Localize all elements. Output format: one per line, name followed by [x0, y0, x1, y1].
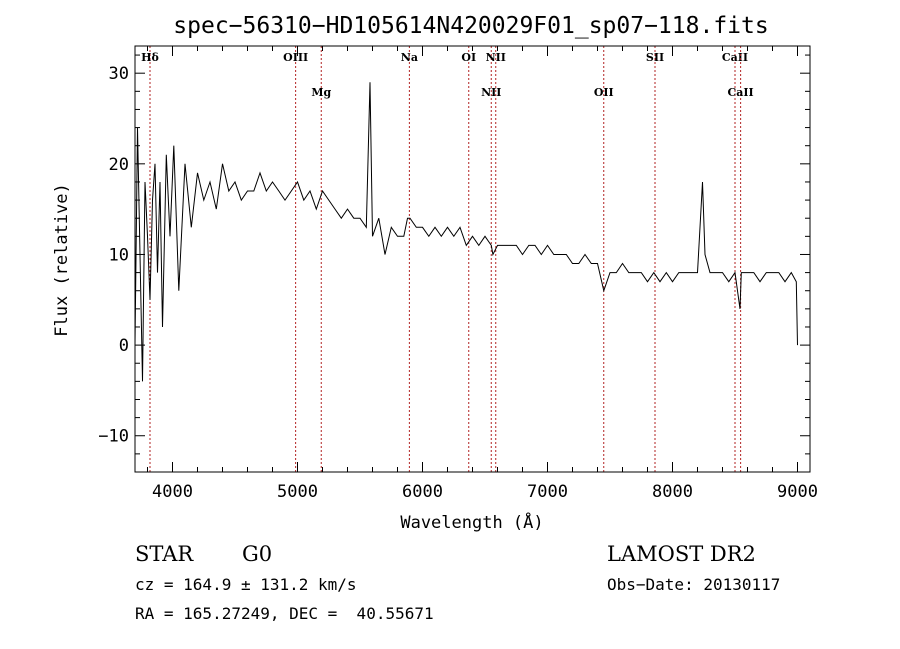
spectral-line-label: Mg	[311, 86, 331, 99]
x-tick-label: 9000	[777, 482, 818, 502]
spectral-line-label: NII	[481, 86, 501, 99]
y-tick-label: −10	[98, 427, 129, 447]
object-subclass: G0	[242, 542, 273, 566]
spectral-line-label: CaII	[722, 51, 748, 64]
x-tick-label: 8000	[652, 482, 693, 502]
survey-name: LAMOST DR2	[607, 542, 756, 566]
chart-title: spec−56310−HD105614N420029F01_sp07−118.f…	[173, 13, 768, 39]
spectral-line-label: OII	[594, 86, 614, 99]
y-tick-label: 0	[119, 336, 129, 356]
y-tick-label: 20	[109, 155, 129, 175]
ticks-layer: 4000 5000 6000 7000 8000 9000 −10 0 10 20 30	[98, 46, 818, 502]
x-tick-label: 4000	[152, 482, 193, 502]
spectral-lines-layer: Hδ OIII Mg Na OI NII NII OII SII CaII CaII	[141, 46, 754, 472]
spectral-line-label: CaII	[728, 86, 754, 99]
object-class: STAR	[135, 542, 194, 566]
spectral-line-label: Na	[401, 51, 418, 64]
x-tick-label: 6000	[402, 482, 443, 502]
spectral-line-label: OI	[461, 51, 476, 64]
y-axis-title: Flux (relative)	[52, 183, 72, 337]
x-axis-title: Wavelength (Å)	[400, 511, 543, 533]
spectrum-line	[134, 82, 798, 382]
coordinates: RA = 165.27249, DEC = 40.55671	[135, 604, 434, 623]
x-tick-label: 7000	[527, 482, 568, 502]
x-tick-label: 5000	[277, 482, 318, 502]
spectral-line-label: OIII	[283, 51, 308, 64]
plot-frame	[134, 45, 811, 473]
spectral-line-label: Hδ	[141, 51, 159, 64]
redshift-cz: cz = 164.9 ± 131.2 km/s	[135, 575, 357, 594]
spectral-line-label: NII	[486, 51, 506, 64]
spectral-line-label: SII	[646, 51, 664, 64]
y-tick-label: 10	[109, 245, 129, 265]
series-layer	[134, 82, 798, 382]
observation-date: Obs−Date: 20130117	[607, 575, 781, 594]
y-tick-label: 30	[109, 64, 129, 84]
